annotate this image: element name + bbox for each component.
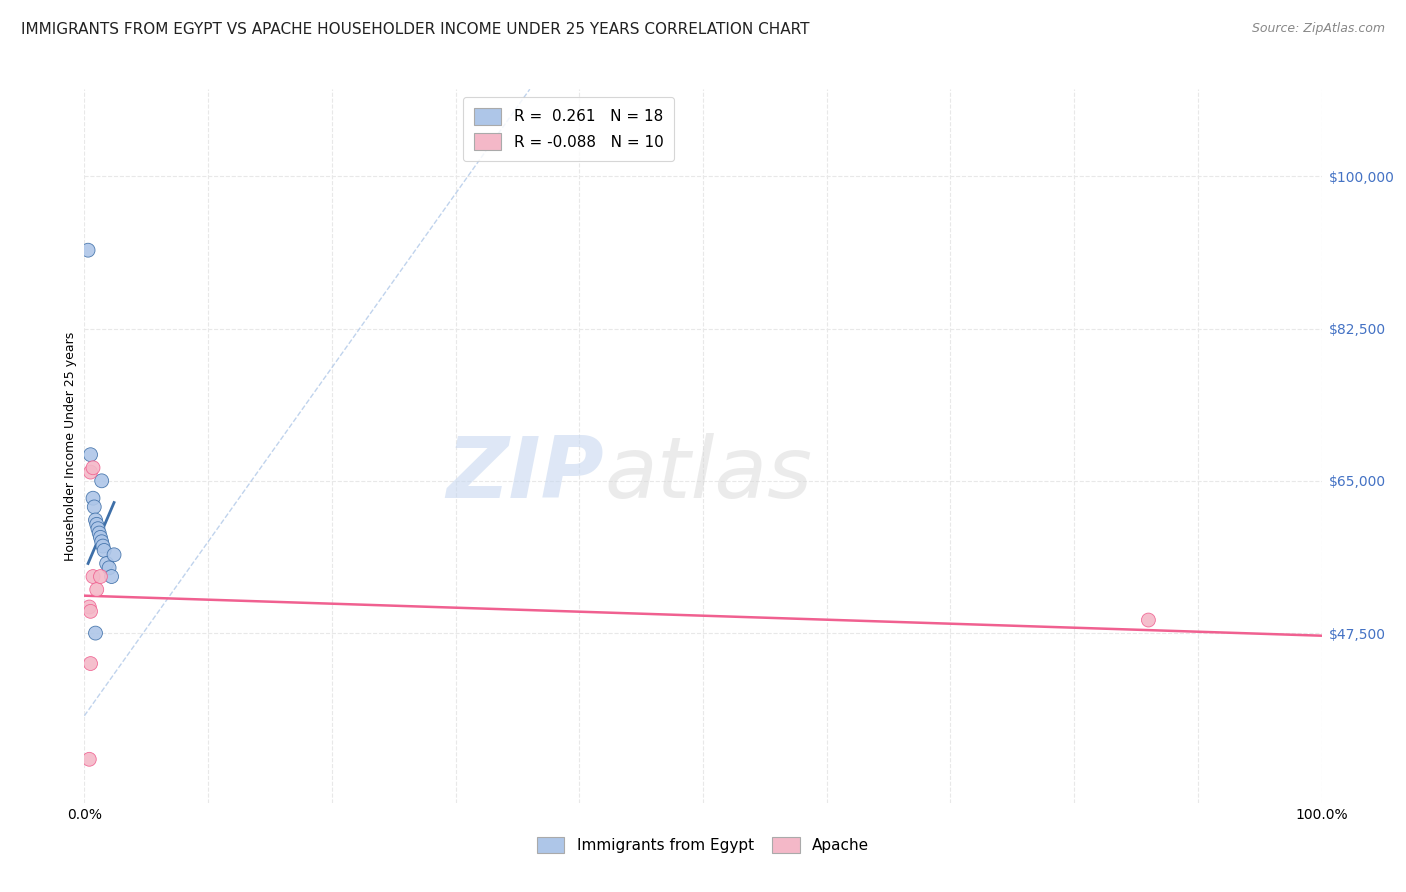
Point	[90, 534, 112, 549]
Point	[89, 569, 111, 583]
Point	[82, 569, 104, 583]
Text: IMMIGRANTS FROM EGYPT VS APACHE HOUSEHOLDER INCOME UNDER 25 YEARS CORRELATION CH: IMMIGRANTS FROM EGYPT VS APACHE HOUSEHOL…	[21, 22, 810, 37]
Point	[89, 526, 111, 541]
Point	[84, 626, 107, 640]
Point	[96, 557, 118, 571]
Text: ZIP: ZIP	[446, 433, 605, 516]
Point	[79, 604, 101, 618]
Y-axis label: Householder Income Under 25 years: Householder Income Under 25 years	[65, 331, 77, 561]
Point	[84, 513, 107, 527]
Text: Source: ZipAtlas.com: Source: ZipAtlas.com	[1251, 22, 1385, 36]
Point	[83, 500, 105, 514]
Point	[82, 460, 104, 475]
Legend: Immigrants from Egypt, Apache: Immigrants from Egypt, Apache	[531, 831, 875, 859]
Point	[98, 561, 121, 575]
Point	[79, 465, 101, 479]
Point	[89, 530, 111, 544]
Point	[77, 243, 100, 257]
Point	[79, 599, 101, 614]
Point	[86, 517, 108, 532]
Point	[91, 539, 114, 553]
Point	[79, 752, 101, 766]
Point	[79, 657, 101, 671]
Point	[100, 569, 122, 583]
Point	[103, 548, 125, 562]
Point	[87, 522, 110, 536]
Point	[79, 448, 101, 462]
Point	[1137, 613, 1160, 627]
Point	[93, 543, 115, 558]
Text: atlas: atlas	[605, 433, 813, 516]
Point	[82, 491, 104, 506]
Point	[90, 474, 112, 488]
Point	[86, 582, 108, 597]
